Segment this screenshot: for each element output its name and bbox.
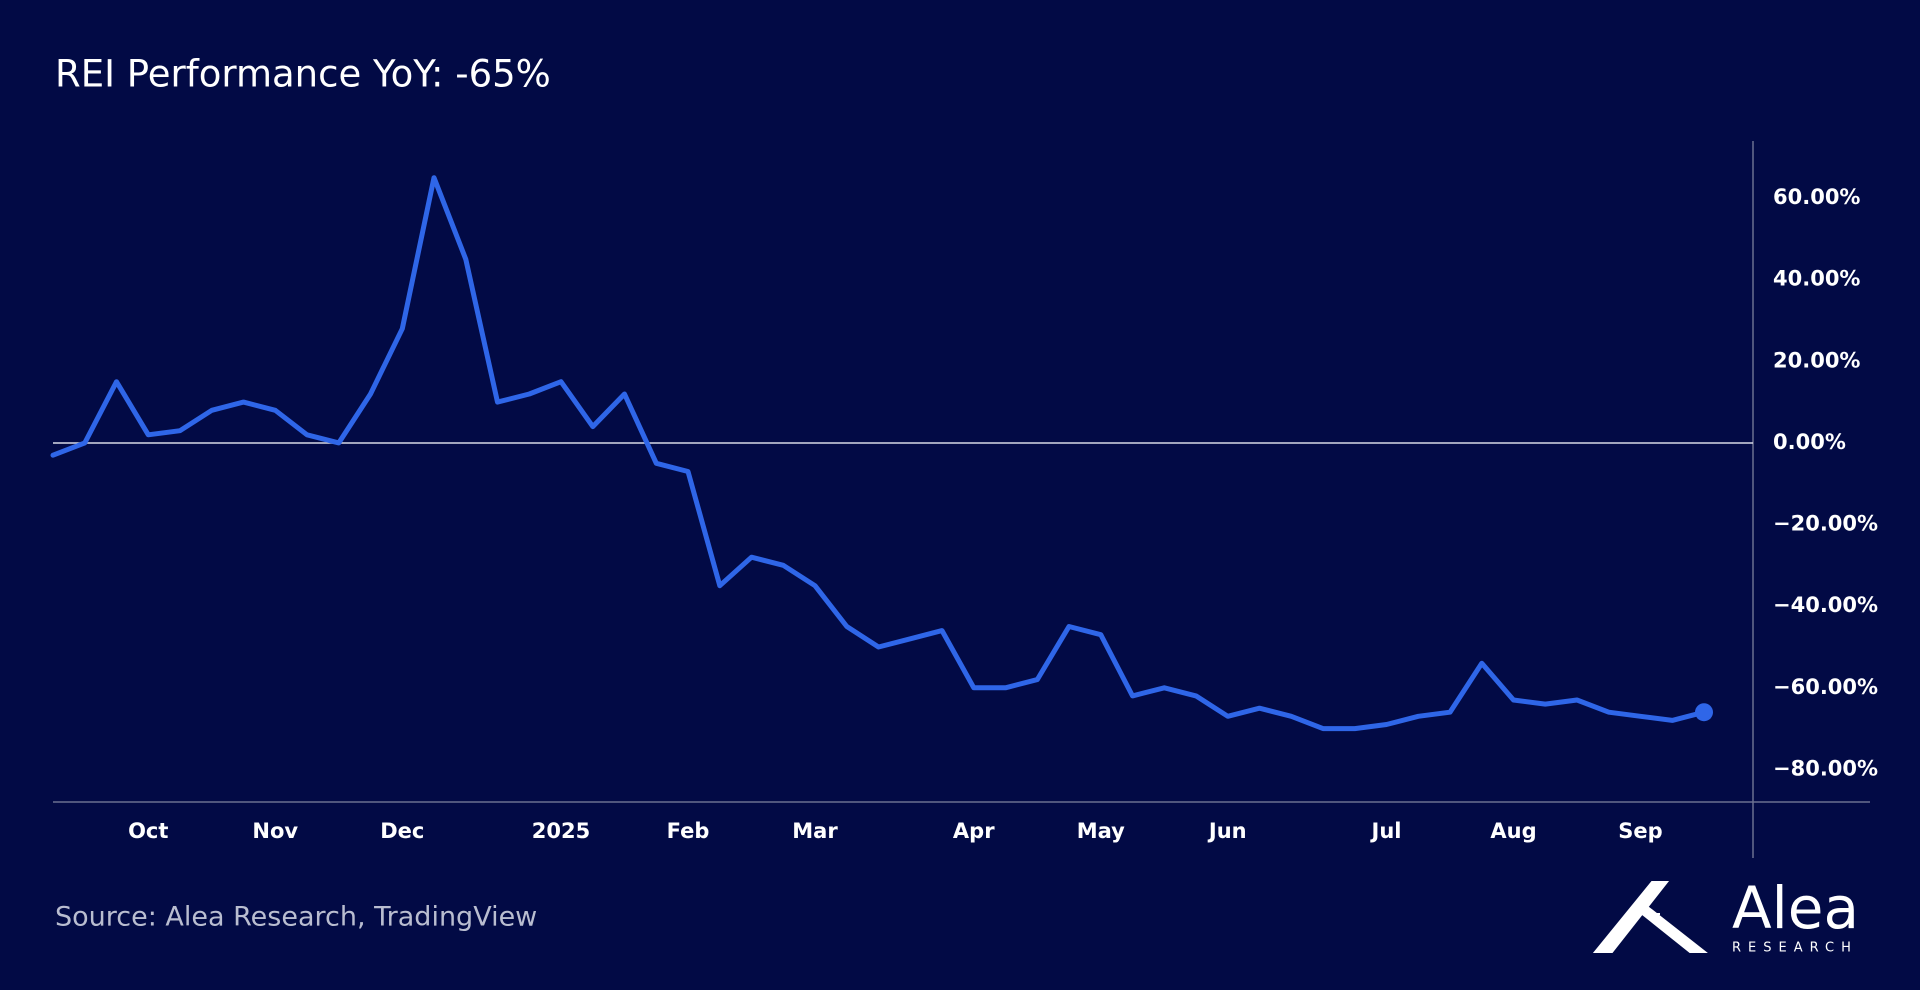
logo-name: Alea xyxy=(1732,874,1859,942)
logo: Alea RESEARCH xyxy=(1592,874,1859,956)
logo-subtitle: RESEARCH xyxy=(1732,941,1858,956)
x-tick-label: Nov xyxy=(252,819,298,843)
x-tick-label: Oct xyxy=(128,819,168,843)
y-tick-label: −20.00% xyxy=(1773,512,1878,536)
x-tick-label: Apr xyxy=(953,819,995,843)
x-tick-label: May xyxy=(1077,819,1125,843)
y-tick-label: −80.00% xyxy=(1773,756,1878,780)
y-tick-label: 40.00% xyxy=(1773,267,1860,291)
x-tick-label: Dec xyxy=(380,819,424,843)
x-tick-label: Jul xyxy=(1370,819,1402,843)
line xyxy=(50,175,1707,732)
y-tick-label: 20.00% xyxy=(1773,348,1860,372)
logo-mark xyxy=(1592,881,1708,953)
source: Source: Alea Research, TradingView xyxy=(55,902,537,933)
x-tick-label: Feb xyxy=(667,819,710,843)
x-tick-label: Sep xyxy=(1618,819,1662,843)
y-tick-label: 0.00% xyxy=(1773,430,1846,454)
end-marker xyxy=(1695,703,1713,722)
y-tick-label: 60.00% xyxy=(1773,185,1860,209)
chart-title: REI Performance YoY: -65% xyxy=(55,53,551,96)
x-tick-label: Jun xyxy=(1207,819,1247,843)
y-tick-label: −40.00% xyxy=(1773,593,1878,617)
x-tick-label: Aug xyxy=(1490,819,1536,843)
y-tick-label: −60.00% xyxy=(1773,675,1878,699)
x-tick-label: Mar xyxy=(792,819,838,843)
x-tick-label: 2025 xyxy=(532,819,590,843)
